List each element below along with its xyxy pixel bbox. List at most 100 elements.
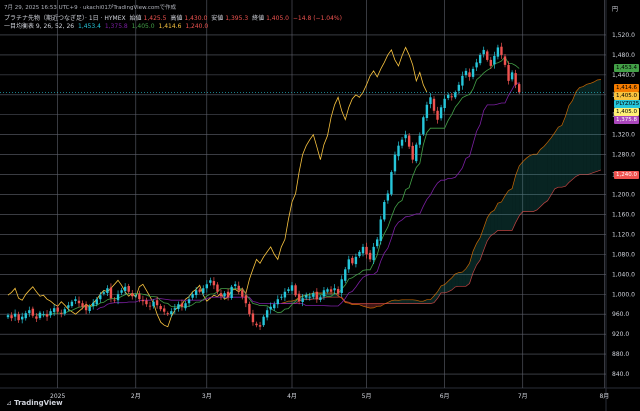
kumo-cloud-segment	[551, 132, 555, 195]
candle-body	[365, 246, 368, 255]
kumo-cloud-segment	[487, 212, 491, 241]
low-value: 1,395.3	[225, 15, 249, 22]
candle-body	[471, 68, 475, 77]
currency-label: 円	[612, 6, 618, 13]
span-b-value: 1,240.0	[185, 23, 209, 30]
conversion-value: 1,453.4	[78, 23, 101, 30]
price-badge: 1,405.0	[614, 107, 639, 116]
leading-span-b-line	[281, 169, 602, 304]
candle-body	[287, 289, 290, 292]
price-badge: 1,375.8	[614, 115, 639, 124]
candle-body	[123, 286, 127, 292]
kumo-cloud-segment	[394, 300, 399, 304]
candle-body	[24, 313, 27, 319]
candle-body	[475, 62, 478, 68]
y-tick-label: 960.0	[612, 311, 629, 318]
candle-body	[273, 304, 276, 309]
candle-body	[42, 314, 45, 315]
candle-body	[447, 94, 450, 99]
candle-body	[454, 92, 457, 98]
candle-body	[319, 297, 322, 300]
author-note: ukachi01がTradingView.comで作成	[82, 5, 177, 11]
candle-body	[262, 316, 265, 326]
kumo-cloud-segment	[565, 105, 569, 187]
candle-body	[514, 73, 517, 85]
x-tick-label: 8月	[599, 393, 609, 400]
kumo-cloud-segment	[373, 303, 378, 308]
x-tick-label: 5月	[362, 393, 372, 400]
kumo-cloud-segment	[465, 263, 470, 287]
high-label: 高値	[170, 15, 183, 22]
candle-body	[198, 289, 201, 292]
candle-body	[170, 311, 173, 315]
candle-body	[404, 134, 407, 139]
candle-body	[461, 75, 464, 86]
x-tick-label: 2025	[50, 393, 65, 400]
kumo-cloud-segment	[490, 210, 495, 236]
candle-body	[74, 299, 77, 301]
candle-body	[31, 308, 35, 316]
candle-body	[120, 290, 123, 293]
kumo-cloud-segment	[448, 277, 452, 292]
symbol-name: プラチナ先物（期近つなぎ足）· 1日 · HYMEX	[4, 15, 126, 22]
candle-body	[138, 293, 141, 300]
candle-body	[49, 311, 52, 316]
kumo-cloud-segment	[554, 127, 559, 189]
candle-body	[17, 314, 20, 321]
kumo-cloud-segment	[426, 299, 431, 304]
indicator-legend[interactable]: 一目均衡表 9, 26, 52, 26 1,453.4 1,375.8 1,40…	[4, 21, 210, 30]
kumo-cloud-segment	[377, 303, 381, 307]
candle-body	[10, 315, 13, 319]
base-value: 1,375.8	[104, 23, 128, 30]
kumo-cloud-segment	[597, 79, 601, 172]
candle-body	[230, 286, 233, 298]
y-tick-label: 1,160.0	[612, 211, 635, 218]
candle-body	[248, 303, 251, 315]
candle-body	[209, 280, 212, 283]
kumo-cloud-segment	[494, 203, 498, 234]
kumo-cloud-segment	[288, 301, 292, 304]
candle-body	[354, 256, 358, 265]
candle-body	[131, 293, 134, 297]
candle-body	[155, 300, 159, 306]
candle-body	[312, 293, 315, 297]
y-tick-label: 1,320.0	[612, 132, 635, 139]
candle-body	[28, 310, 31, 314]
lagging-span-line	[7, 46, 428, 328]
candle-body	[202, 288, 205, 294]
candle-body	[163, 308, 166, 312]
candle-body	[510, 72, 514, 80]
candle-body	[180, 303, 184, 307]
candle-body	[422, 117, 425, 135]
candle-body	[77, 300, 81, 304]
timestamp: 7月 29, 2025 16:53 UTC+9	[4, 5, 78, 11]
candle-body	[450, 96, 453, 98]
candle-body	[379, 219, 382, 241]
symbol-legend[interactable]: プラチナ先物（期近つなぎ足）· 1日 · HYMEX 始値 1,425.5 高値 1…	[4, 13, 344, 22]
candle-body	[294, 285, 297, 296]
kumo-cloud-segment	[458, 272, 463, 287]
tradingview-watermark: ⊿ TradingView	[6, 399, 63, 407]
candle-body	[194, 290, 198, 295]
candle-body	[443, 98, 446, 109]
tradingview-logo-icon: ⊿	[6, 399, 15, 407]
candle-body	[92, 302, 95, 306]
candle-body	[127, 286, 130, 292]
kumo-cloud-segment	[423, 299, 427, 304]
kumo-cloud-segment	[430, 295, 434, 304]
candle-body	[280, 296, 283, 298]
kumo-cloud-segment	[402, 299, 406, 304]
candle-body	[386, 193, 390, 201]
low-label: 安値	[211, 15, 224, 22]
candle-body	[35, 316, 38, 319]
candle-body	[219, 293, 223, 297]
kumo-cloud-segment	[497, 202, 502, 231]
candle-body	[109, 287, 113, 299]
candle-body	[237, 285, 240, 291]
candle-body	[326, 289, 329, 292]
conversion-line	[36, 56, 520, 316]
span-a-value: 1,414.6	[158, 23, 182, 30]
price-badge: PLYZ025 1,405.0	[614, 99, 640, 115]
candle-body	[99, 295, 102, 300]
